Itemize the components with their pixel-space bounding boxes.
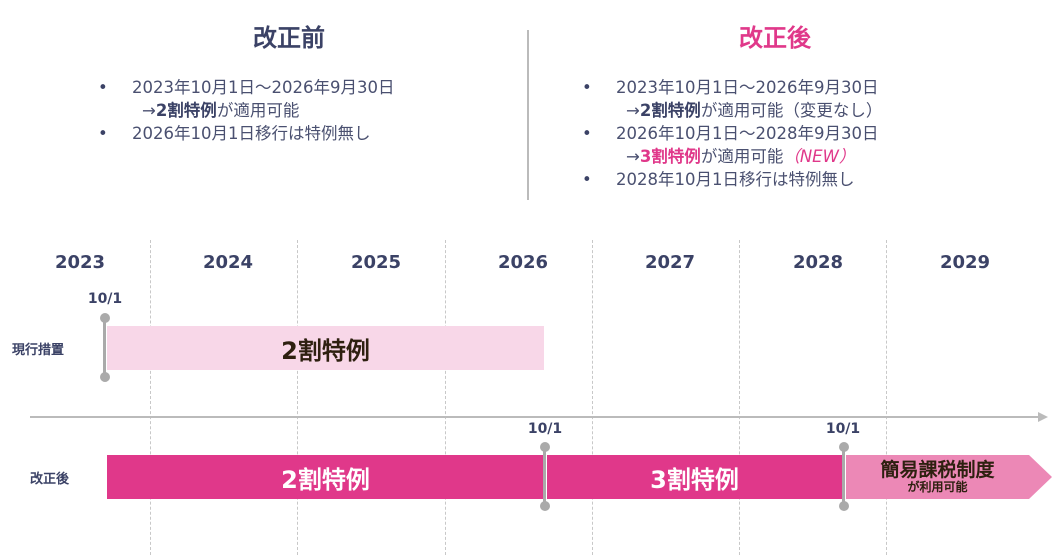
- marker-dot: [540, 442, 550, 452]
- marker-line: [842, 448, 845, 506]
- year-label: 2024: [202, 252, 254, 273]
- row-label-current: 現行措置: [12, 343, 65, 358]
- new-tag: （NEW）: [783, 147, 856, 166]
- date-label: 10/1: [87, 291, 123, 307]
- item-sub: →2割特例が適用可能: [142, 101, 300, 120]
- gridline: [297, 240, 298, 555]
- marker-dot: [839, 501, 849, 511]
- list-item: 2026年10月1日～2028年9月30日→3割特例が適用可能（NEW）: [582, 122, 882, 168]
- marker-dot: [100, 313, 110, 323]
- item-text: 2026年10月1日移行は特例無し: [132, 124, 371, 143]
- list-item: 2026年10月1日移行は特例無し: [98, 122, 394, 145]
- year-label: 2023: [54, 252, 106, 273]
- gridline: [592, 240, 593, 555]
- year-label: 2028: [792, 252, 844, 273]
- year-label: 2026: [497, 252, 549, 273]
- marker-dot: [839, 442, 849, 452]
- before-title: 改正前: [253, 24, 325, 52]
- simplified-sub: が利用可能: [907, 479, 968, 494]
- year-label: 2027: [644, 252, 696, 273]
- marker-line: [543, 448, 546, 506]
- divider: [527, 30, 529, 200]
- revised-3wari-bar: 3割特例: [547, 455, 842, 499]
- marker-dot: [100, 372, 110, 382]
- gridline: [150, 240, 151, 555]
- gridline: [886, 240, 887, 555]
- after-list: 2023年10月1日～2026年9月30日→2割特例が適用可能（変更なし） 20…: [582, 76, 882, 191]
- after-title: 改正後: [739, 24, 811, 52]
- simplified-tax-bar: 簡易課税制度 が利用可能: [846, 455, 1029, 499]
- gridline: [445, 240, 446, 555]
- list-item: 2028年10月1日移行は特例無し: [582, 168, 882, 191]
- year-label: 2029: [939, 252, 991, 273]
- current-2wari-bar: 2割特例: [107, 326, 544, 370]
- row-label-revised: 改正後: [30, 472, 70, 487]
- year-label: 2025: [350, 252, 402, 273]
- marker-dot: [540, 501, 550, 511]
- date-label: 10/1: [527, 421, 563, 437]
- simplified-title: 簡易課税制度: [880, 458, 995, 481]
- gridline: [739, 240, 740, 555]
- date-label: 10/1: [825, 421, 861, 437]
- revised-2wari-bar: 2割特例: [107, 455, 544, 499]
- simplified-tax-arrow-shape: [846, 455, 1052, 499]
- list-item: 2023年10月1日～2026年9月30日 →2割特例が適用可能: [98, 76, 394, 122]
- list-item: 2023年10月1日～2026年9月30日→2割特例が適用可能（変更なし）: [582, 76, 882, 122]
- time-axis-arrow: [30, 412, 1048, 422]
- marker-line: [103, 320, 106, 378]
- before-list: 2023年10月1日～2026年9月30日 →2割特例が適用可能 2026年10月…: [98, 76, 394, 145]
- item-text: 2023年10月1日～2026年9月30日: [132, 78, 395, 97]
